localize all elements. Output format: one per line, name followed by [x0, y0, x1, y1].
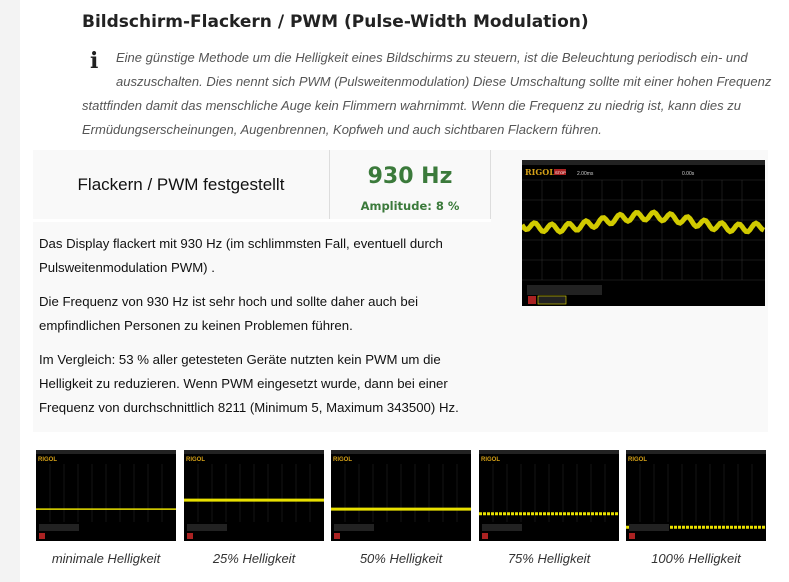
oscilloscope-thumbnail[interactable]: RIGOL: [36, 450, 176, 541]
thumbnail-caption: 100% Helligkeit: [651, 551, 741, 566]
thumbnail-item[interactable]: RIGOL 75% Helligkeit: [479, 450, 619, 566]
oscilloscope-thumbnail[interactable]: RIGOL: [184, 450, 324, 541]
intro-paragraph: Eine günstige Methode um die Helligkeit …: [82, 50, 772, 137]
svg-text:RIGOL: RIGOL: [481, 457, 500, 463]
scope-offset: 0.00s: [682, 171, 695, 177]
thumbnail-caption: minimale Helligkeit: [51, 551, 161, 566]
svg-text:RIGOL: RIGOL: [333, 457, 352, 463]
amplitude-value: Amplitude: 8 %: [360, 199, 460, 213]
waveform-trace: [522, 209, 765, 235]
result-panel: Flackern / PWM festgestellt 930 Hz Ampli…: [33, 150, 768, 432]
description-paragraph: Im Vergleich: 53 % aller getesteten Gerä…: [39, 352, 459, 415]
result-value: 930 Hz Amplitude: 8 %: [330, 150, 491, 219]
frequency-value: 930 Hz: [367, 164, 453, 189]
left-sidebar-strip: [0, 0, 20, 582]
section-heading: Bildschirm-Flackern / PWM (Pulse-Width M…: [82, 12, 589, 32]
thumbnail-item[interactable]: RIGOL 100% Helligkeit: [626, 450, 766, 566]
result-table: Flackern / PWM festgestellt 930 Hz Ampli…: [33, 150, 491, 222]
scope-status: STOP: [555, 170, 566, 175]
description-paragraph: Das Display flackert mit 930 Hz (im schl…: [39, 236, 443, 275]
result-label: Flackern / PWM festgestellt: [33, 150, 330, 219]
thumbnail-item[interactable]: RIGOL 25% Helligkeit: [184, 450, 324, 566]
thumbnail-item[interactable]: RIGOL minimale Helligkeit: [36, 450, 176, 566]
oscilloscope-screenshot[interactable]: RIGOL STOP 2.00ms 0.00s: [522, 160, 765, 306]
oscilloscope-thumbnail[interactable]: RIGOL: [331, 450, 471, 541]
intro-text: i Eine günstige Methode um die Helligkei…: [82, 46, 772, 142]
thumbnail-caption: 50% Helligkeit: [359, 551, 443, 566]
thumbnail-caption: 75% Helligkeit: [507, 551, 591, 566]
description: Das Display flackert mit 930 Hz (im schl…: [39, 232, 489, 430]
scope-timebase: 2.00ms: [577, 171, 594, 177]
description-paragraph: Die Frequenz von 930 Hz ist sehr hoch un…: [39, 294, 418, 333]
oscilloscope-thumbnail[interactable]: RIGOL: [626, 450, 766, 541]
thumbnail-caption: 25% Helligkeit: [212, 551, 296, 566]
scope-brand: RIGOL: [525, 167, 555, 177]
oscilloscope-thumbnail[interactable]: RIGOL: [479, 450, 619, 541]
svg-text:RIGOL: RIGOL: [186, 457, 205, 463]
info-icon: i: [90, 48, 99, 74]
svg-text:RIGOL: RIGOL: [38, 457, 57, 463]
svg-text:RIGOL: RIGOL: [628, 457, 647, 463]
thumbnail-item[interactable]: RIGOL 50% Helligkeit: [331, 450, 471, 566]
